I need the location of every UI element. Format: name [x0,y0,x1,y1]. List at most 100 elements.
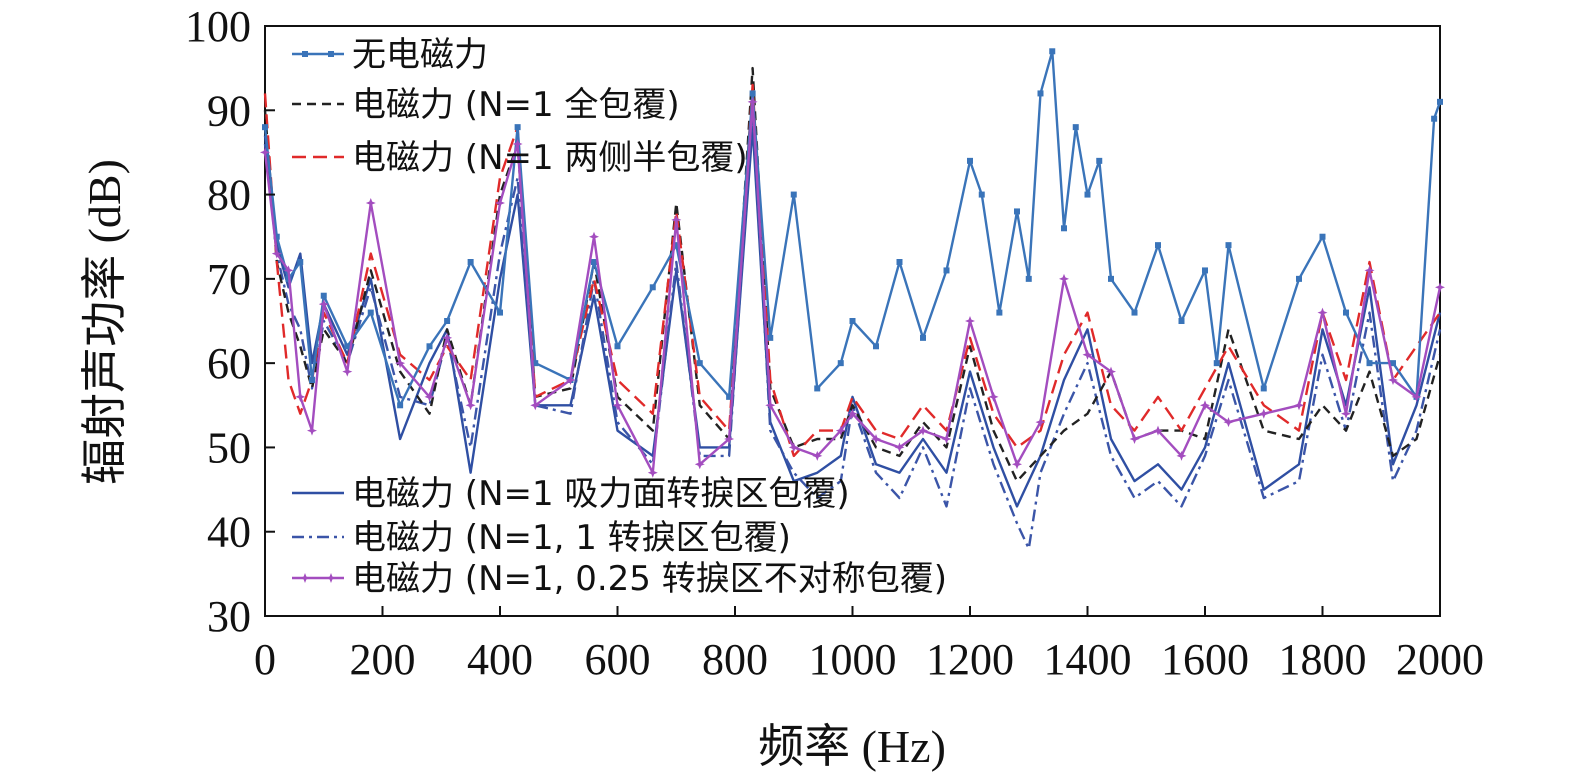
data-point-square [497,309,503,316]
data-point-square [467,259,474,265]
data-point-square [967,157,973,164]
legend-label: 电磁力 (N=1 两侧半包覆) [352,138,748,178]
y-tick-label: 50 [207,423,251,472]
data-point-square [1213,360,1220,367]
data-point-star [326,573,336,583]
data-point-square [978,191,985,198]
data-point-square [996,309,1003,316]
data-point-star [847,408,858,419]
data-point-star [1059,273,1069,284]
data-point-star [442,332,453,343]
data-point-square [273,233,280,240]
data-point-star [1012,459,1022,470]
data-point-square [1390,360,1396,367]
x-tick-label: 400 [467,635,533,684]
series-line [263,125,1442,508]
legend-label: 电磁力 (N=1 全包覆) [352,85,680,125]
x-tick-label: 600 [585,635,651,684]
data-point-star [724,434,735,444]
data-point-square [1049,48,1056,55]
data-point-square [1037,90,1044,97]
data-point-square [309,377,315,383]
data-point-star [694,459,705,470]
x-tick-label: 1800 [1279,635,1367,684]
data-point-star [965,316,975,326]
x-axis: 0 200 400 600 800 1000 1200 1400 1600 1800 2000 [254,606,1484,684]
series-0 [262,48,1443,409]
data-point-star [1411,391,1422,402]
data-point-square [297,259,304,265]
data-point-star [260,147,270,158]
legend-label: 电磁力 (N=1, 1 转捩区包覆) [352,518,791,558]
data-point-star [765,400,776,411]
data-point-star [612,400,623,411]
data-point-star [565,375,576,385]
data-point-square [767,334,774,341]
data-point-star [1200,400,1210,411]
data-point-star [1129,434,1140,444]
data-point-square [1437,98,1443,105]
data-point-square [397,402,404,409]
data-point-star [647,467,658,478]
data-point-star [1435,282,1445,293]
data-point-square [614,343,621,350]
data-point-star [365,198,376,208]
data-point-square [1296,275,1302,282]
data-point-square [1025,275,1032,282]
y-tick-label: 90 [207,86,251,135]
data-point-star [671,214,682,225]
data-point-star [1294,400,1304,411]
data-point-square [1014,208,1020,215]
data-point-star [1082,349,1093,360]
data-point-square [649,284,656,291]
data-point-square [591,259,597,265]
data-point-star [318,299,329,310]
data-point-square [1096,157,1103,164]
series-4 [263,109,1442,550]
data-point-square [532,360,539,367]
x-tick-label: 1600 [1161,635,1249,684]
series-line [263,83,1441,458]
data-point-star [342,366,353,377]
x-tick-label: 1000 [809,635,897,684]
data-point-star [747,96,758,107]
data-point-square [1343,309,1349,316]
data-point-square [514,124,521,131]
data-point-star [894,442,905,453]
y-axis-title: 辐射声功率 (dB) [79,159,130,485]
data-point-square [1178,318,1185,324]
series-5 [260,96,1445,478]
data-point-star [1364,265,1375,276]
data-point-star [1106,366,1116,377]
legend-label: 无电磁力 [352,35,488,75]
data-point-star [589,231,599,242]
data-point-square [814,385,821,392]
data-point-square [1319,233,1326,240]
series-3 [263,125,1442,508]
data-point-square [1225,242,1232,249]
y-tick-label: 80 [207,171,251,220]
data-point-star [988,391,999,402]
data-point-square [943,267,950,274]
data-point-square [920,334,926,341]
data-point-star [1223,417,1234,428]
data-point-star [395,358,406,369]
data-point-square [320,292,327,299]
y-axis: 30 40 50 60 70 80 90 100 [185,2,275,641]
y-tick-label: 30 [207,592,251,641]
data-point-square [1202,267,1208,274]
series-line [263,109,1442,550]
data-point-square [790,191,797,198]
data-point-star [941,434,952,444]
x-tick-label: 2000 [1396,635,1484,684]
legend-entry: 电磁力 (N=1 吸力面转捩区包覆) [292,474,850,514]
data-point-star [835,425,846,436]
legend-entry: 电磁力 (N=1 两侧半包覆) [292,138,748,178]
data-point-star [788,442,799,453]
data-point-star [495,198,505,208]
data-point-star [300,573,310,583]
data-point-star [812,450,823,461]
series-1 [263,66,1442,483]
x-tick-label: 1400 [1044,635,1132,684]
y-tick-label: 70 [207,255,251,304]
